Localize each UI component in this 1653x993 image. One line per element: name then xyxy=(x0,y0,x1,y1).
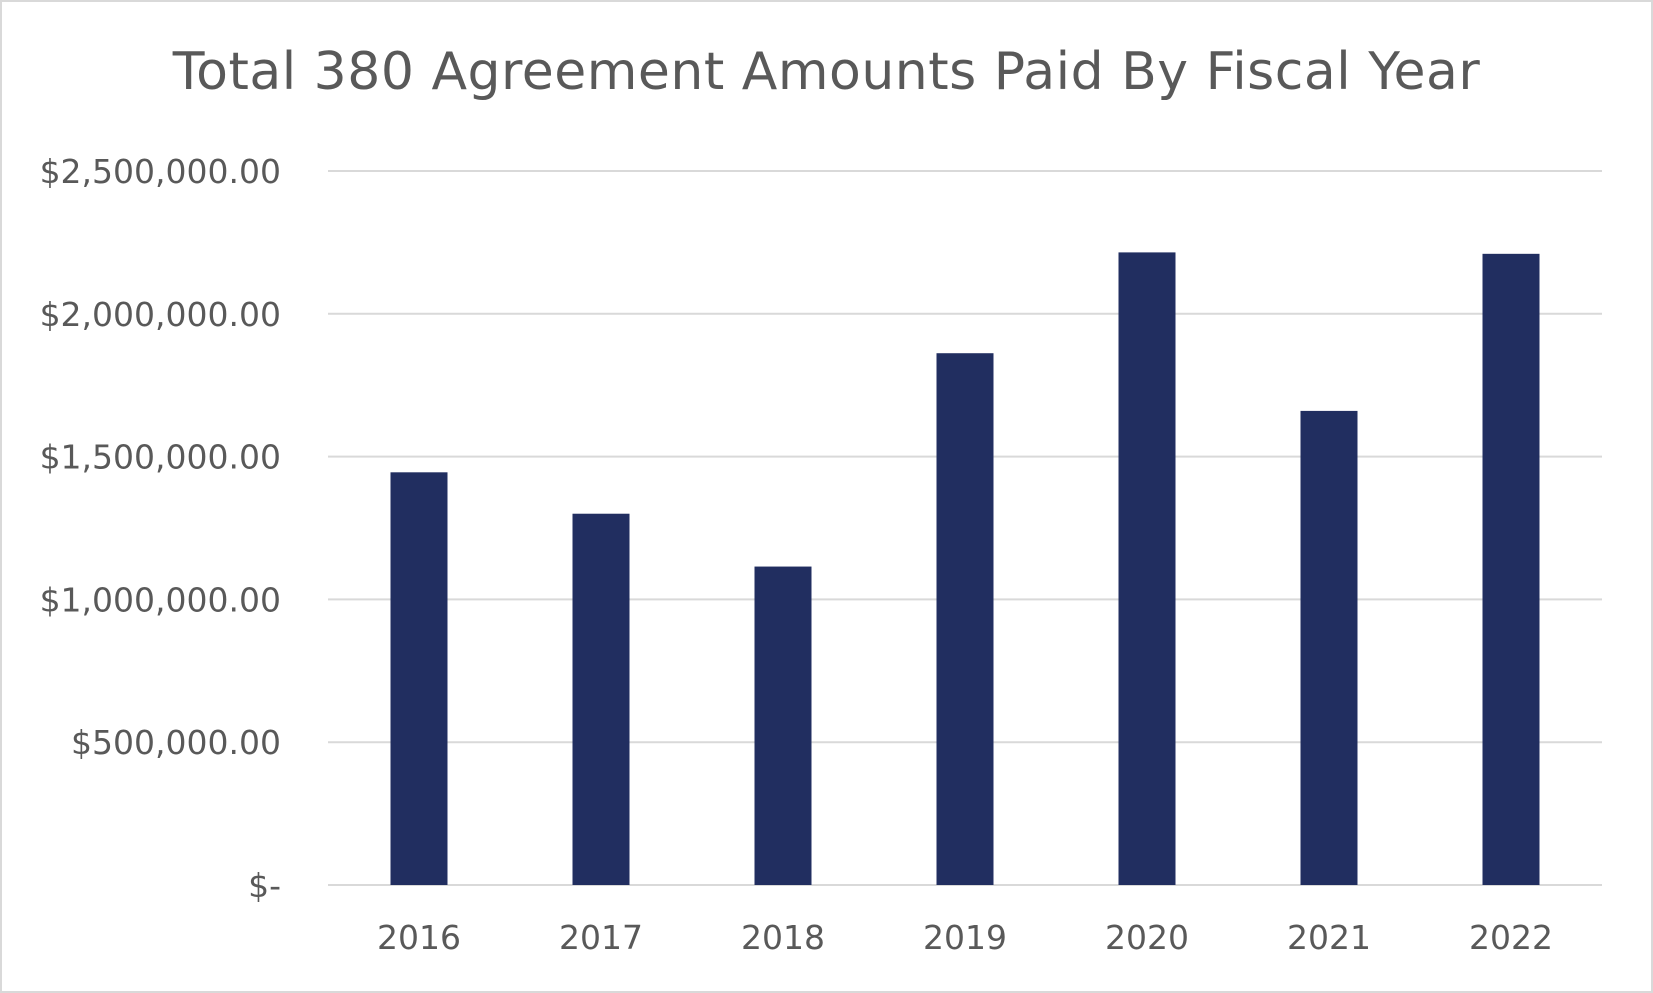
x-tick-label: 2021 xyxy=(1287,918,1371,957)
bar-2018 xyxy=(754,566,812,885)
x-tick-label: 2016 xyxy=(377,918,461,957)
y-tick-label: $2,000,000.00 xyxy=(40,295,281,334)
y-tick-label: $1,000,000.00 xyxy=(40,580,281,619)
bars xyxy=(390,252,1540,886)
y-tick-label: $1,500,000.00 xyxy=(40,438,281,477)
y-tick-label: $- xyxy=(248,866,281,905)
bar-2022 xyxy=(1482,253,1540,886)
bar-2019 xyxy=(936,353,994,886)
x-tick-label: 2017 xyxy=(559,918,643,957)
chart-title: Total 380 Agreement Amounts Paid By Fisc… xyxy=(172,42,1481,102)
bar-2016 xyxy=(390,472,448,885)
x-tick-label: 2020 xyxy=(1105,918,1189,957)
x-axis-ticks: 2016 2017 2018 2019 2020 2021 2022 xyxy=(377,918,1553,957)
y-axis-ticks: $- $500,000.00 $1,000,000.00 $1,500,000.00 $… xyxy=(40,152,281,905)
y-tick-label: $500,000.00 xyxy=(71,723,281,762)
x-tick-label: 2019 xyxy=(923,918,1007,957)
x-tick-label: 2022 xyxy=(1469,918,1553,957)
bar-2017 xyxy=(572,513,630,885)
bar-2020 xyxy=(1118,252,1176,885)
y-tick-label: $2,500,000.00 xyxy=(40,152,281,191)
x-tick-label: 2018 xyxy=(741,918,825,957)
bar-2021 xyxy=(1300,410,1358,885)
